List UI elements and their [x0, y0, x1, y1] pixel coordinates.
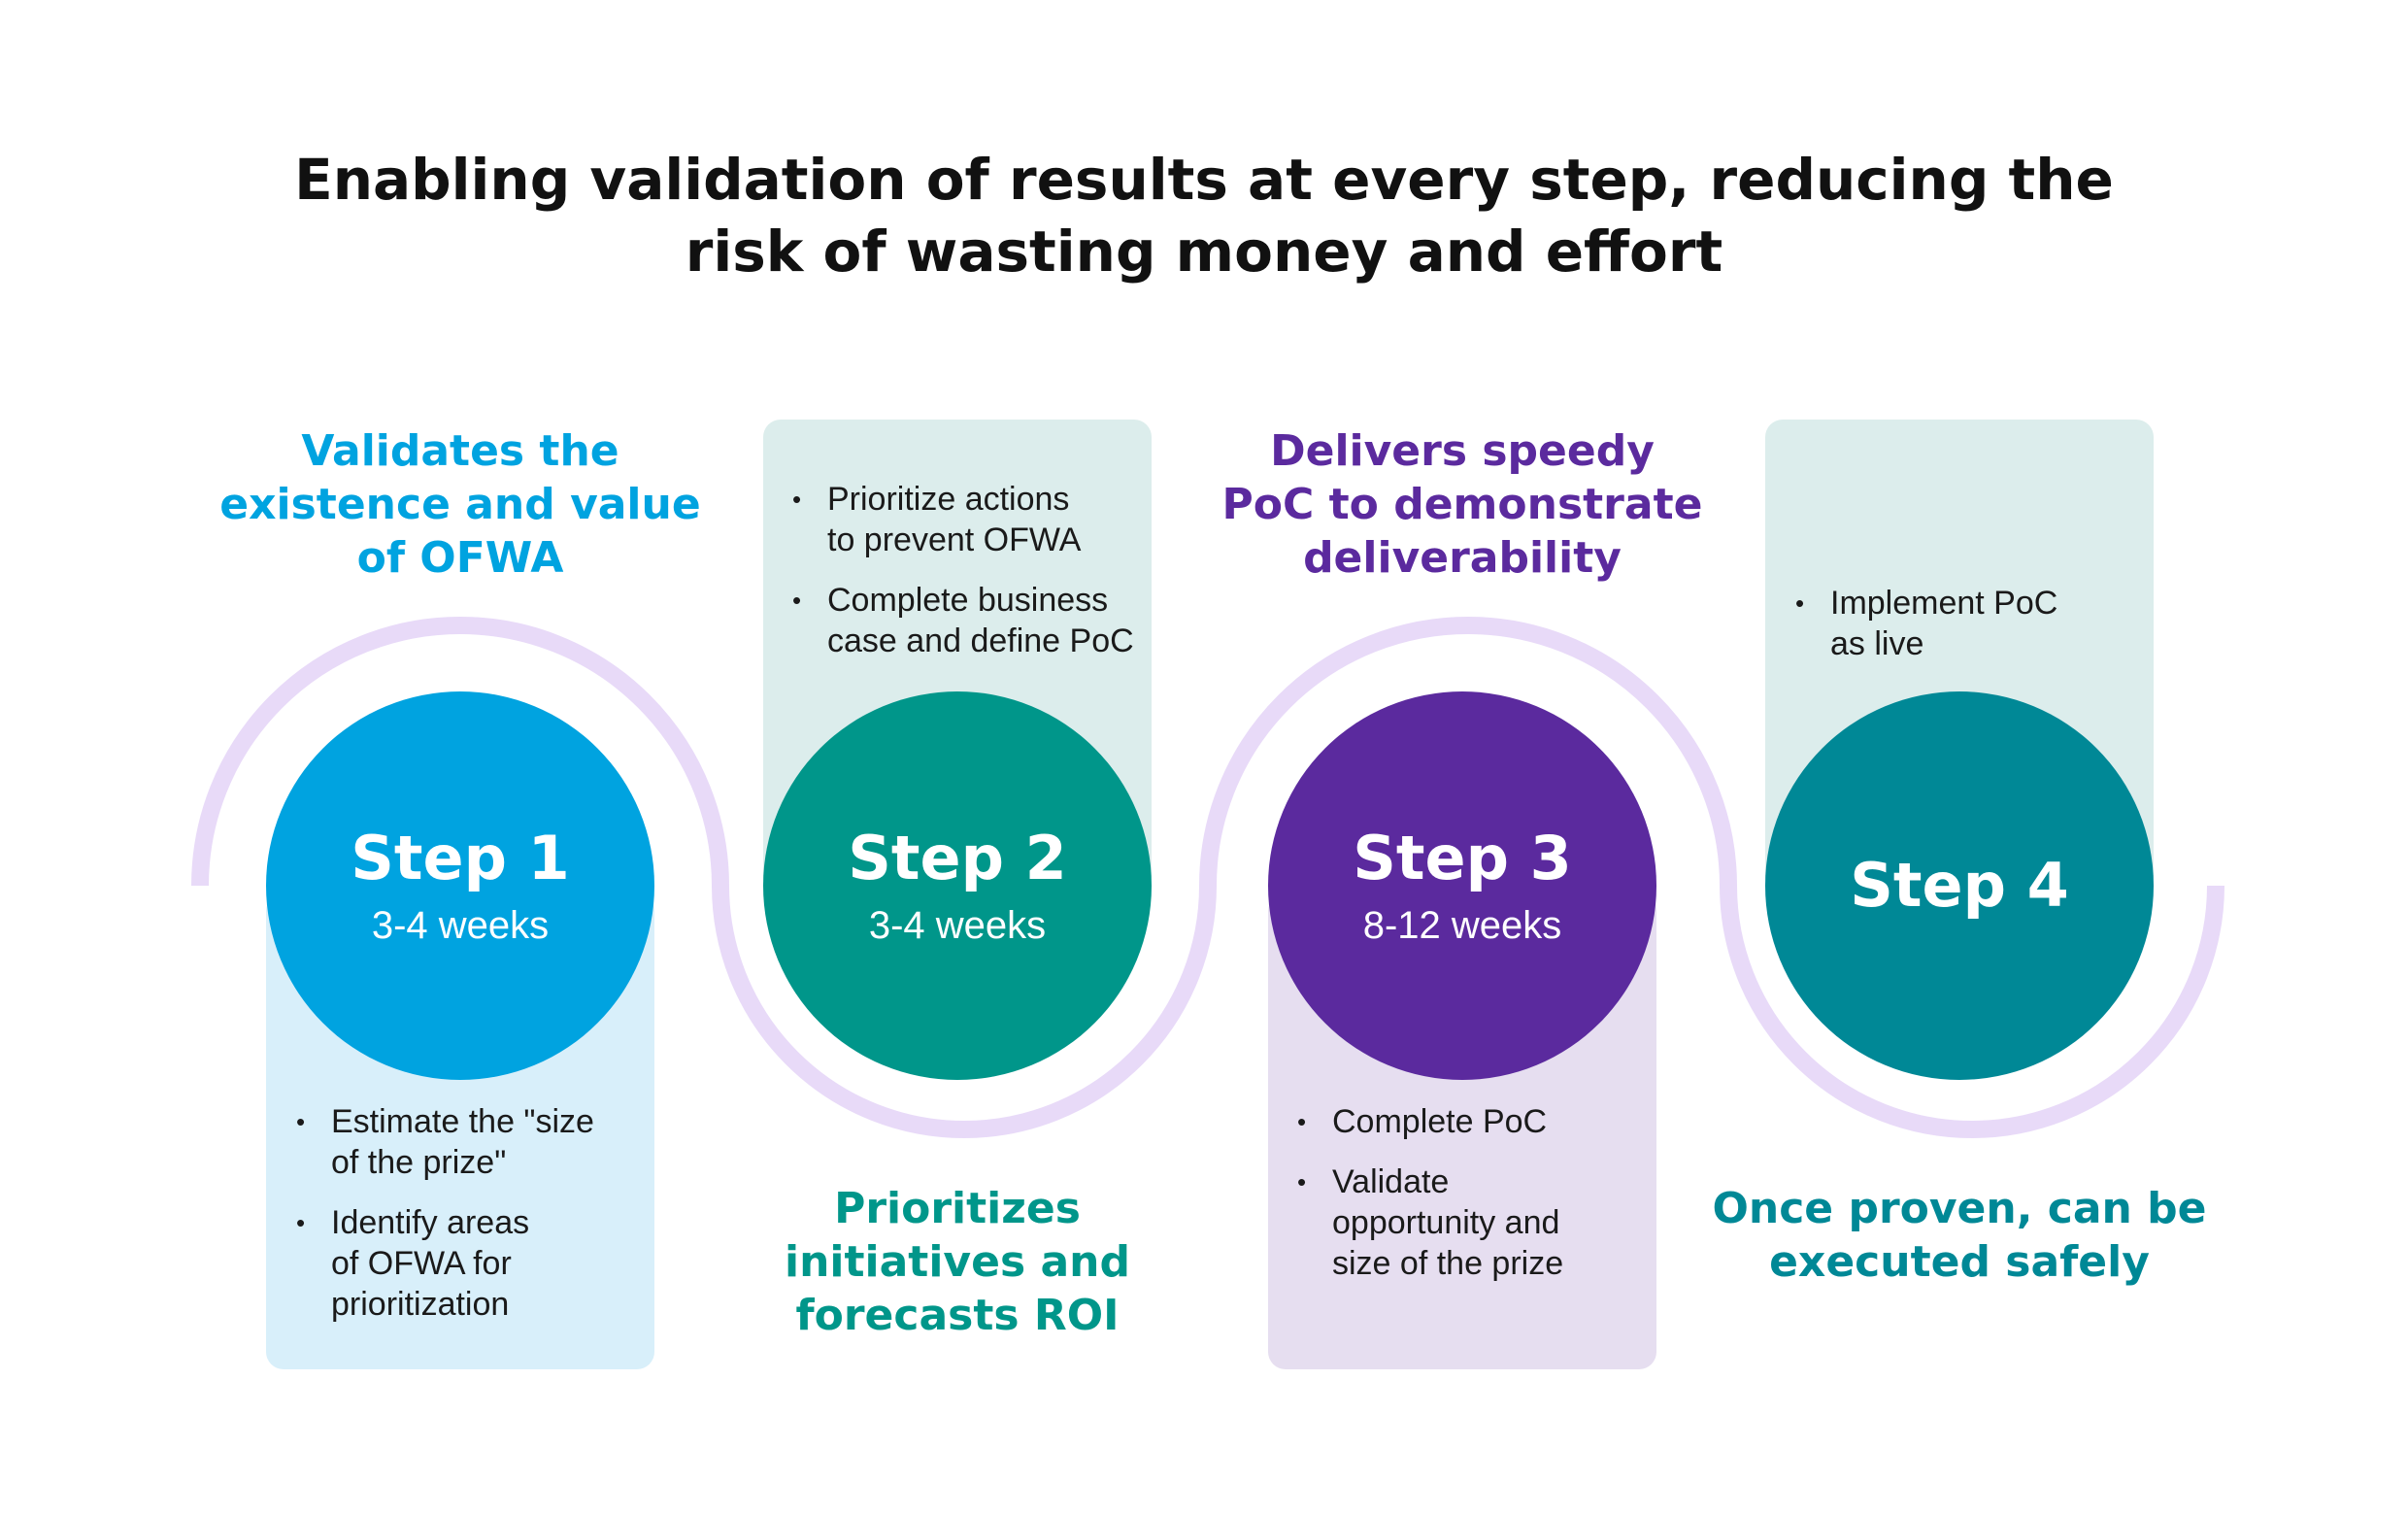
step2-title: Step 2 [848, 823, 1067, 893]
step2-bullet: Prioritize actions to prevent OFWA [792, 479, 1152, 560]
step1-bullet: Identify areas of OFWA for prioritizatio… [296, 1202, 646, 1325]
step2-circle: Step 2 3-4 weeks [763, 691, 1152, 1080]
step4-title: Step 4 [1850, 850, 2069, 921]
page-title: Enabling validation of results at every … [294, 147, 2114, 285]
step1-bullet: Estimate the "size of the prize" [296, 1101, 646, 1183]
step4-tagline: Once proven, can be executed safely [1712, 1184, 2207, 1287]
step2-bullets: Prioritize actions to prevent OFWA Compl… [792, 479, 1152, 681]
step1-duration: 3-4 weeks [371, 904, 550, 947]
step3-bullet: Complete PoC [1297, 1101, 1647, 1142]
step2-duration: 3-4 weeks [868, 904, 1047, 947]
step3-duration: 8-12 weeks [1362, 904, 1562, 947]
step3-bullet: Validate opportunity and size of the pri… [1297, 1162, 1647, 1284]
step4-bullet: Implement PoC as live [1795, 583, 2125, 664]
step1-bullets: Estimate the "size of the prize" Identif… [296, 1101, 646, 1344]
step2-tagline: Prioritizes initiatives and forecasts RO… [785, 1184, 1130, 1340]
step3-title: Step 3 [1353, 823, 1572, 893]
step3-bullets: Complete PoC Validate opportunity and si… [1297, 1101, 1647, 1303]
step1-title: Step 1 [351, 823, 570, 893]
step2-bullet: Complete business case and define PoC [792, 580, 1152, 661]
step3-tagline: Delivers speedy PoC to demonstrate deliv… [1221, 426, 1703, 583]
step1-tagline: Validates the existence and value of OFW… [219, 426, 701, 583]
step4-circle: Step 4 [1765, 691, 2154, 1080]
step1-circle: Step 1 3-4 weeks [266, 691, 654, 1080]
step3-circle: Step 3 8-12 weeks [1268, 691, 1656, 1080]
step4-bullets: Implement PoC as live [1795, 583, 2125, 684]
